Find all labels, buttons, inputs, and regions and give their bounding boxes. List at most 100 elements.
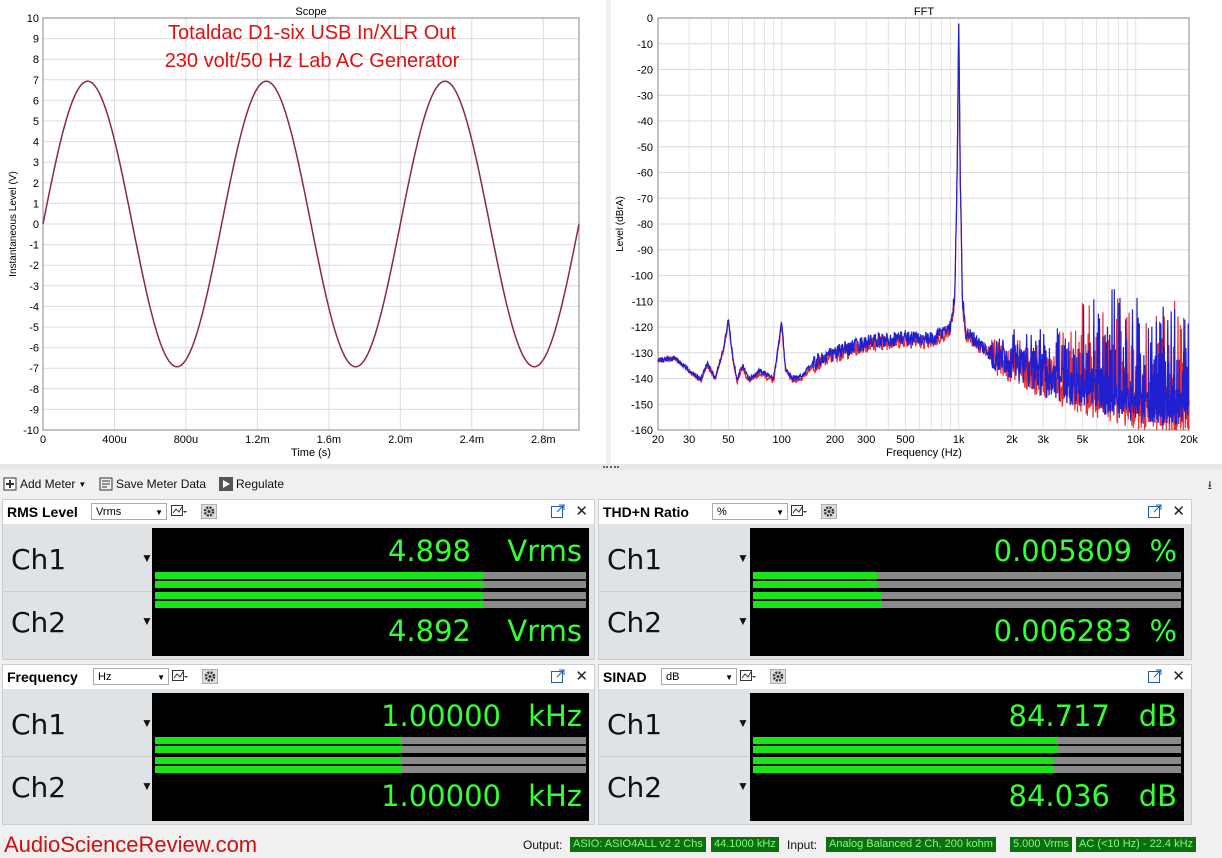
fft-xtick-label: 10k <box>1127 434 1145 446</box>
channel-1-dropdown[interactable]: ▼ <box>141 551 153 565</box>
graph-settings-icon[interactable] <box>740 669 756 684</box>
scope-xtick-label: 800u <box>174 434 198 446</box>
scope-ytick-label: 6 <box>33 95 39 107</box>
channel-1-unit: kHz <box>528 699 582 733</box>
channel-1-dropdown[interactable]: ▼ <box>737 716 749 730</box>
fft-xtick-label: 500 <box>896 434 914 446</box>
channel-2-value: 4.892 <box>387 614 471 648</box>
channel-1-dropdown[interactable]: ▼ <box>737 551 749 565</box>
unit-select[interactable]: Hz ▼ <box>93 668 169 685</box>
regulate-button[interactable]: Regulate <box>219 474 284 494</box>
close-icon[interactable]: ✕ <box>1172 503 1185 520</box>
channel-2-dropdown[interactable]: ▼ <box>737 779 749 793</box>
channel-1-unit: % <box>1149 534 1177 568</box>
channel-1-label: Ch1 <box>607 708 663 741</box>
unit-select[interactable]: Vrms ▼ <box>91 503 167 520</box>
graph-settings-icon[interactable] <box>172 669 188 684</box>
channel-2-label: Ch2 <box>11 606 67 639</box>
regulate-label: Regulate <box>236 477 285 491</box>
scope-annotation-line1: Totaldac D1-six USB In/XLR Out <box>168 22 456 44</box>
channel-2-dropdown[interactable]: ▼ <box>737 614 749 628</box>
add-meter-button[interactable]: Add Meter ▼ <box>3 474 86 494</box>
close-icon[interactable]: ✕ <box>575 668 588 685</box>
channel-2-unit: Vrms <box>507 614 582 648</box>
play-icon <box>219 477 233 491</box>
scope-ytick-label: -4 <box>29 301 39 313</box>
meter-header: SINAD dB ▼ ✕ <box>599 665 1191 689</box>
channel-2-level-bar <box>155 757 586 773</box>
close-icon[interactable]: ✕ <box>575 503 588 520</box>
fft-ytick-label: -130 <box>631 348 653 360</box>
watermark: AudioScienceReview.com <box>4 832 258 857</box>
scope-ytick-label: -9 <box>29 404 39 416</box>
meter-title: RMS Level <box>7 504 78 520</box>
fft-ytick-label: -110 <box>632 296 653 308</box>
channel-1-level-bar <box>155 572 586 588</box>
unit-select[interactable]: dB ▼ <box>661 668 737 685</box>
scope-ytick-label: -2 <box>29 260 39 272</box>
scope-ytick-label: -8 <box>29 384 39 396</box>
fft-xlabel: Frequency (Hz) <box>886 447 962 459</box>
save-meter-data-button[interactable]: Save Meter Data <box>99 474 206 494</box>
pop-out-icon[interactable] <box>1147 669 1163 684</box>
fft-ytick-label: -60 <box>637 168 653 180</box>
meter-thdn-ratio: THD+N Ratio % ▼ ✕ Ch1 ▼ Ch2 ▼ 0.005809 % … <box>598 499 1192 660</box>
collapse-icon[interactable]: ⭳ <box>1207 478 1212 492</box>
fft-trace-ch1 <box>657 23 1190 426</box>
meter-frequency: Frequency Hz ▼ ✕ Ch1 ▼ Ch2 ▼ 1.00000 kHz … <box>2 664 595 825</box>
channel-1-value: 1.00000 <box>381 699 501 733</box>
channel-1-unit: Vrms <box>507 534 582 568</box>
scope-ytick-label: -6 <box>29 343 39 355</box>
channel-2-dropdown[interactable]: ▼ <box>141 779 153 793</box>
input-device-badge[interactable]: Analog Balanced 2 Ch, 200 kohm <box>826 837 996 852</box>
fft-xtick-label: 50 <box>722 434 734 446</box>
fft-ytick-label: -30 <box>637 90 653 102</box>
channel-1-dropdown[interactable]: ▼ <box>141 716 153 730</box>
pop-out-icon[interactable] <box>550 504 566 519</box>
output-device-badge[interactable]: ASIO: ASIO4ALL v2 2 Chs <box>570 837 706 852</box>
channel-2-level-bar <box>753 757 1181 773</box>
meter-display: 0.005809 % 0.006283 % <box>750 528 1184 656</box>
channel-1-level-bar <box>753 737 1181 753</box>
meter-display: 84.717 dB 84.036 dB <box>750 693 1184 821</box>
input-range-badge[interactable]: 5.000 Vrms <box>1010 837 1072 852</box>
channel-2-label: Ch2 <box>607 606 663 639</box>
fft-xtick-label: 1k <box>953 434 965 446</box>
panel-splitter[interactable] <box>0 464 1222 470</box>
gear-icon[interactable] <box>201 504 217 519</box>
input-coupling-badge[interactable]: AC (<10 Hz) - 22.4 kHz <box>1076 837 1197 852</box>
fft-ytick-label: -70 <box>637 193 653 205</box>
gear-icon[interactable] <box>821 504 837 519</box>
channel-1-value: 84.717 <box>1008 699 1110 733</box>
scope-panel: Scope 10 9 8 7 6 5 4 3 2 1 0 -1 -2 -3 -4 -5 -6 -7 -8 -9 -10 … <box>0 0 606 464</box>
meter-display: 4.898 Vrms 4.892 Vrms <box>152 528 589 656</box>
fft-ytick-label: -20 <box>637 65 653 77</box>
graph-settings-icon[interactable] <box>171 504 187 519</box>
unit-select[interactable]: % ▼ <box>712 503 788 520</box>
scope-xtick-label: 2.4m <box>460 434 484 446</box>
fft-ytick-label: -160 <box>631 425 653 437</box>
meter-rms-level: RMS Level Vrms ▼ ✕ Ch1 ▼ Ch2 ▼ 4.898 Vrms… <box>2 499 595 660</box>
output-label: Output: <box>523 838 563 852</box>
gear-icon[interactable] <box>202 669 218 684</box>
graph-settings-icon[interactable] <box>791 504 807 519</box>
scope-ytick-label: 1 <box>33 198 39 210</box>
fft-xtick-label: 100 <box>773 434 791 446</box>
channel-2-label: Ch2 <box>607 771 663 804</box>
chevron-down-icon: ▼ <box>155 508 163 517</box>
meter-title: Frequency <box>7 669 78 685</box>
pop-out-icon[interactable] <box>1147 504 1163 519</box>
channel-2-label: Ch2 <box>11 771 67 804</box>
scope-title: Scope <box>295 6 326 18</box>
scope-ytick-label: 7 <box>33 75 39 87</box>
gear-icon[interactable] <box>770 669 786 684</box>
channel-1-level-bar <box>155 737 586 753</box>
channel-1-level-bar <box>753 572 1181 588</box>
output-rate-badge[interactable]: 44.1000 kHz <box>711 837 779 852</box>
meter-display: 1.00000 kHz 1.00000 kHz <box>152 693 589 821</box>
channel-2-dropdown[interactable]: ▼ <box>141 614 153 628</box>
unit-select-value: Vrms <box>96 506 122 518</box>
pop-out-icon[interactable] <box>550 669 566 684</box>
scope-ytick-label: 2 <box>33 178 39 190</box>
close-icon[interactable]: ✕ <box>1172 668 1185 685</box>
